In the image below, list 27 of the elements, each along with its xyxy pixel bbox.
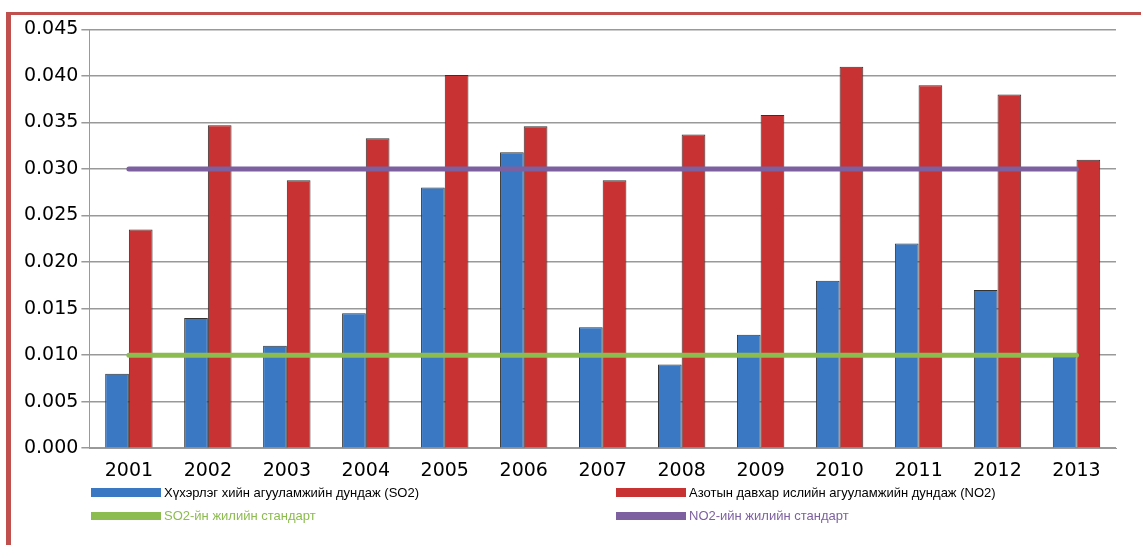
y-tick-label: 0.025 (23, 202, 79, 225)
y-tick-label: 0.000 (23, 435, 79, 458)
y-tick-label: 0.045 (23, 16, 79, 39)
text: NO2-ийн жилийн стандарт (689, 508, 849, 523)
y-tick-label: 0.030 (23, 155, 79, 178)
y-tick-label: 0.015 (23, 295, 79, 318)
x-tick-label: 2012 (973, 457, 1022, 480)
x-tick-label: 2009 (736, 457, 785, 480)
x-tick-label: 2007 (578, 457, 627, 480)
text: Азотын давхар ислийн агууламжийн дундаж (NO2) (689, 485, 996, 500)
y-tick-label: 0.010 (23, 342, 79, 365)
x-tick-label: 2011 (894, 457, 943, 480)
x-tick-label: 2013 (1052, 457, 1101, 480)
text: Хүхэрлэг хийн агууламжийн дундаж (SO2) (164, 485, 419, 500)
x-tick-label: 2010 (815, 457, 864, 480)
text: SO2-йн жилийн стандарт (164, 508, 316, 523)
x-tick-label: 2005 (420, 457, 469, 480)
y-tick-label: 0.005 (23, 388, 79, 411)
y-tick-label: 0.020 (23, 249, 79, 271)
y-tick-label: 0.040 (23, 62, 79, 85)
x-tick-label: 2001 (104, 457, 154, 480)
x-tick-label: 2006 (499, 457, 548, 480)
y-tick-label: 0.035 (23, 109, 79, 132)
x-tick-label: 2003 (262, 457, 311, 480)
x-tick-label: 2004 (341, 457, 390, 480)
x-tick-label: 2002 (183, 457, 233, 480)
x-tick-label: 2008 (657, 457, 706, 480)
